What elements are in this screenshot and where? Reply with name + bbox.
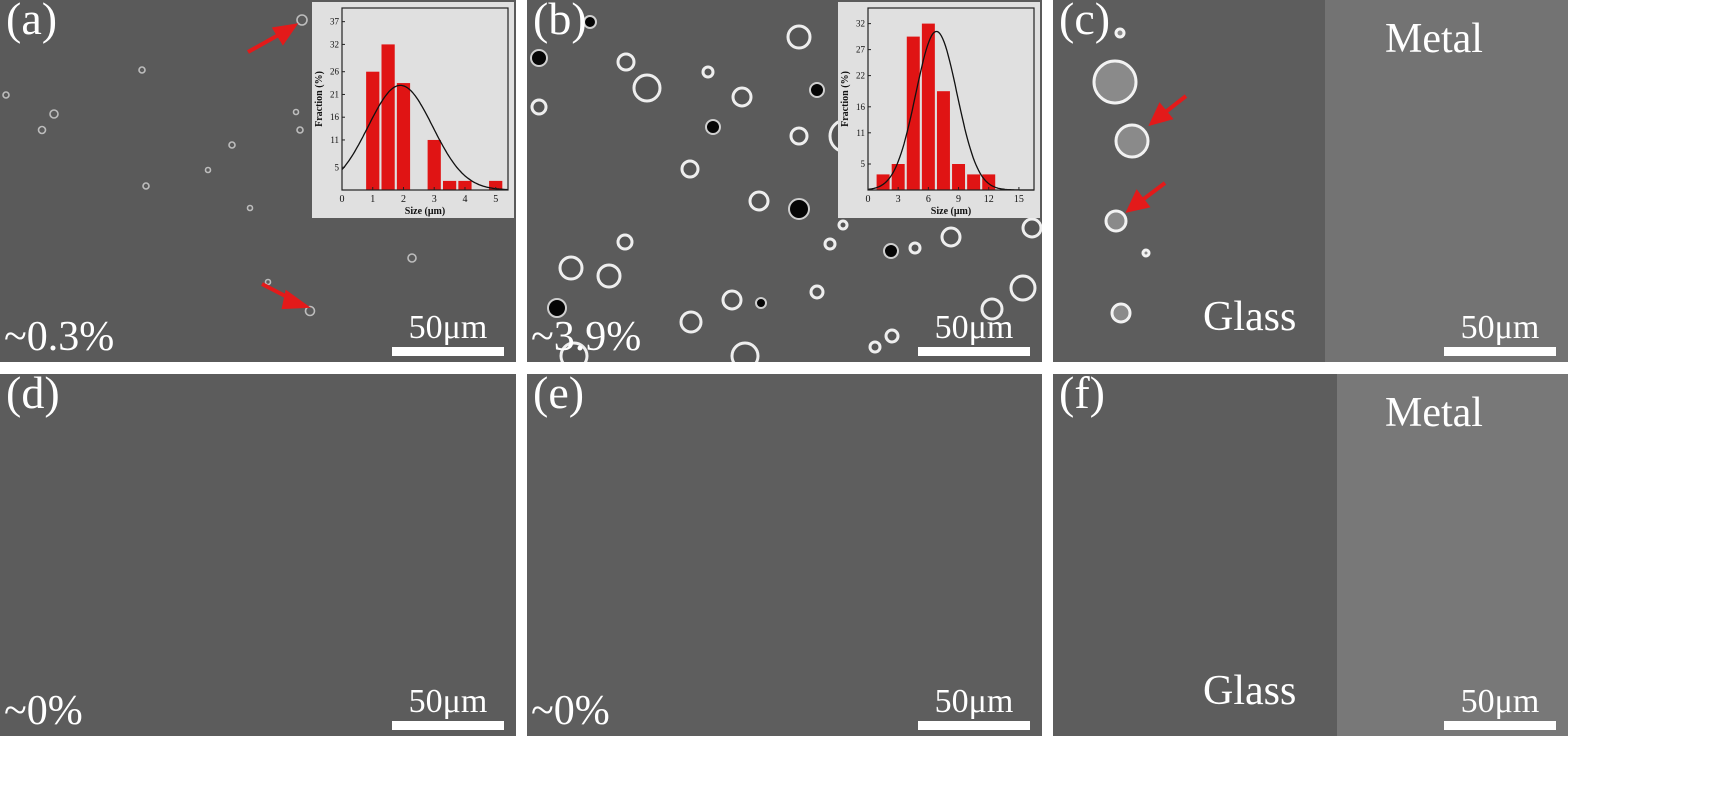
- scale-bar: 50μm: [1444, 685, 1556, 730]
- scale-bar-line: [918, 347, 1030, 356]
- sem-image-f: [1053, 374, 1568, 736]
- x-axis-label: Size (μm): [931, 206, 971, 217]
- x-tick-label: 0: [866, 194, 871, 205]
- sem-image-e: [527, 374, 1042, 736]
- scale-bar: 50μm: [918, 685, 1030, 730]
- scale-bar-label: 50μm: [934, 683, 1014, 720]
- y-tick-label: 37: [330, 17, 340, 27]
- gaussian-fit-line: [341, 84, 509, 191]
- scale-bar: 50μm: [918, 311, 1030, 356]
- histogram-bar: [936, 91, 950, 190]
- x-tick-label: 0: [340, 194, 345, 205]
- scale-bar-label: 50μm: [934, 309, 1014, 346]
- y-tick-label: 26: [330, 67, 340, 77]
- scale-bar-line: [392, 347, 504, 356]
- x-tick-label: 6: [926, 194, 931, 205]
- y-tick-label: 27: [856, 45, 866, 55]
- sem-panel-c: (c) Metal Glass 50μm: [1053, 0, 1568, 362]
- glass-label: Glass: [1203, 668, 1297, 714]
- panel-label: (b): [533, 0, 587, 44]
- panel-label: (d): [6, 374, 60, 418]
- scale-bar-label: 50μm: [1460, 309, 1540, 346]
- histogram-bar: [906, 36, 920, 190]
- plot-frame: [341, 7, 509, 191]
- scale-bar-line: [1444, 721, 1556, 730]
- scale-bar-line: [918, 721, 1030, 730]
- glass-label: Glass: [1203, 294, 1297, 340]
- y-tick-label: 11: [330, 135, 339, 145]
- x-tick-label: 12: [984, 194, 994, 205]
- panel-label: (e): [533, 374, 585, 418]
- scale-bar-label: 50μm: [408, 683, 488, 720]
- porosity-value: ~0%: [531, 688, 610, 734]
- x-tick-label: 3: [896, 194, 901, 205]
- y-tick-label: 11: [856, 128, 865, 138]
- scale-bar-label: 50μm: [1460, 683, 1540, 720]
- histogram-bar: [458, 180, 472, 190]
- plot-frame: [867, 7, 1035, 191]
- histogram-bar: [952, 164, 966, 190]
- scale-bar-label: 50μm: [408, 309, 488, 346]
- metal-label: Metal: [1385, 16, 1483, 62]
- histogram-bar: [366, 71, 380, 190]
- scale-bar: 50μm: [1444, 311, 1556, 356]
- histogram-inset-a: 0 1 2 3 4 5 5 11 16 21 26 32 37 Size (μm) Fraction (%): [312, 2, 514, 218]
- porosity-value: ~0%: [4, 688, 83, 734]
- y-axis-label: Fraction (%): [314, 71, 325, 127]
- scale-bar-line: [392, 721, 504, 730]
- panel-label: (f): [1059, 374, 1105, 418]
- y-axis-label: Fraction (%): [840, 71, 851, 127]
- sem-panel-e: (e) ~0% 50μm: [527, 374, 1042, 736]
- histogram-chart-a: 0 1 2 3 4 5 5 11 16 21 26 32 37 Size (μm) Fraction (%): [314, 7, 509, 217]
- scale-bar: 50μm: [392, 685, 504, 730]
- y-tick-label: 32: [330, 39, 339, 49]
- y-tick-label: 32: [856, 19, 865, 29]
- x-tick-label: 9: [956, 194, 961, 205]
- sem-panel-b: 0 3 6 9 12 15 5 11 16 22 27 32 Size (μm) Fraction (%)…: [527, 0, 1042, 362]
- x-tick-label: 15: [1014, 194, 1024, 205]
- sem-panel-f: (f) Metal Glass 50μm: [1053, 374, 1568, 736]
- histogram-bar: [381, 44, 395, 191]
- sem-image-d: [0, 374, 516, 736]
- y-tick-label: 21: [330, 89, 339, 99]
- histogram-bar: [921, 23, 935, 190]
- histogram-bar: [442, 180, 457, 190]
- y-tick-label: 5: [861, 159, 866, 169]
- histogram-inset-b: 0 3 6 9 12 15 5 11 16 22 27 32 Size (μm) Fraction (%): [838, 2, 1040, 218]
- panel-label: (a): [6, 0, 58, 44]
- x-tick-label: 2: [401, 194, 406, 205]
- y-tick-label: 16: [856, 102, 866, 112]
- sem-panel-d: (d) ~0% 50μm: [0, 374, 516, 736]
- x-axis-label: Size (μm): [405, 206, 445, 217]
- histogram-chart-b: 0 3 6 9 12 15 5 11 16 22 27 32 Size (μm) Fraction (%): [840, 7, 1035, 217]
- scale-bar: 50μm: [392, 311, 504, 356]
- x-tick-label: 1: [370, 194, 375, 205]
- panel-label: (c): [1059, 0, 1111, 44]
- histogram-bar: [876, 174, 890, 190]
- histogram-bar: [396, 83, 411, 190]
- porosity-value: ~3.9%: [531, 314, 642, 360]
- x-tick-label: 5: [493, 194, 498, 205]
- sem-panel-a: 0 1 2 3 4 5 5 11 16 21 26 32 37 Size (μm) Fraction (%)…: [0, 0, 516, 362]
- sem-image-c: [1053, 0, 1568, 362]
- histogram-bar: [427, 139, 441, 190]
- y-tick-label: 16: [330, 112, 340, 122]
- metal-label: Metal: [1385, 390, 1483, 436]
- scale-bar-line: [1444, 347, 1556, 356]
- porosity-value: ~0.3%: [4, 314, 115, 360]
- x-tick-label: 3: [432, 194, 437, 205]
- histogram-bar: [891, 164, 905, 190]
- histogram-bar: [489, 180, 503, 190]
- histogram-bar: [967, 174, 981, 190]
- y-tick-label: 5: [335, 162, 340, 172]
- y-tick-label: 22: [856, 71, 865, 81]
- x-tick-label: 4: [462, 194, 467, 205]
